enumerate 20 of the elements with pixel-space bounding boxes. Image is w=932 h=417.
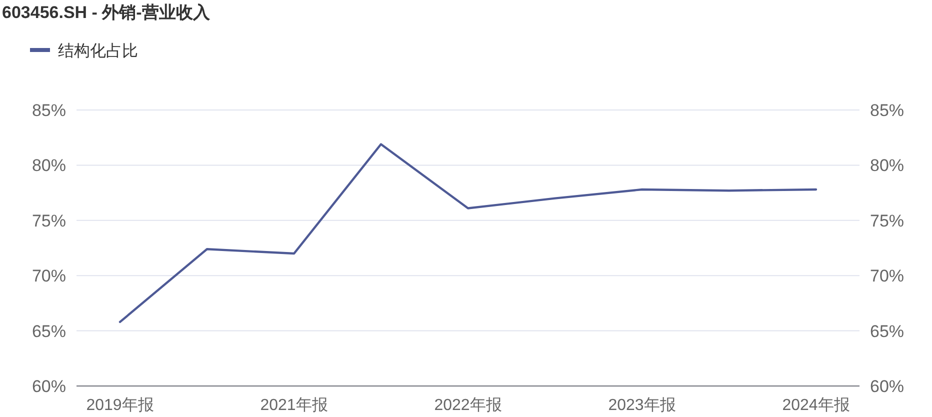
y2-tick-label: 75% — [870, 211, 904, 230]
chart-title: 603456.SH - 外销-营业收入 — [2, 3, 211, 22]
x-tick-label: 2023年报 — [608, 397, 676, 414]
y-tick-label: 70% — [32, 266, 66, 286]
y-tick-label: 65% — [32, 322, 66, 341]
y2-tick-label: 80% — [870, 156, 904, 176]
y-tick-label: 85% — [32, 101, 66, 120]
y2-tick-label: 85% — [870, 101, 904, 120]
x-tick-label: 2022年报 — [434, 397, 502, 414]
y-tick-label: 60% — [32, 377, 66, 396]
line-series — [118, 143, 818, 324]
x-tick-label: 2024年报 — [782, 397, 850, 414]
x-tick-label: 2019年报 — [86, 397, 154, 414]
y-tick-label: 75% — [32, 211, 66, 230]
legend-label: 结构化占比 — [58, 42, 138, 60]
y-tick-label: 80% — [32, 156, 66, 176]
y2-tick-label: 65% — [870, 322, 904, 341]
y2-tick-label: 70% — [870, 266, 904, 286]
y2-tick-label: 60% — [870, 377, 904, 396]
x-tick-label: 2021年报 — [260, 397, 328, 414]
